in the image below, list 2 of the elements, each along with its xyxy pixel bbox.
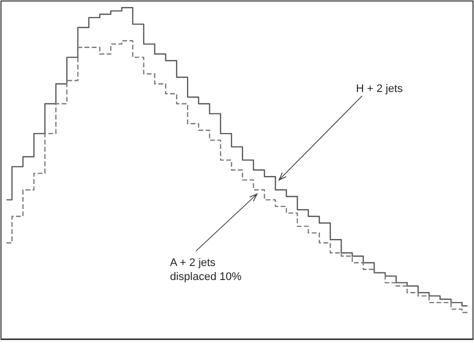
annotation: A + 2 jets displaced 10% bbox=[170, 257, 242, 283]
annotation: H + 2 jets bbox=[356, 83, 404, 95]
